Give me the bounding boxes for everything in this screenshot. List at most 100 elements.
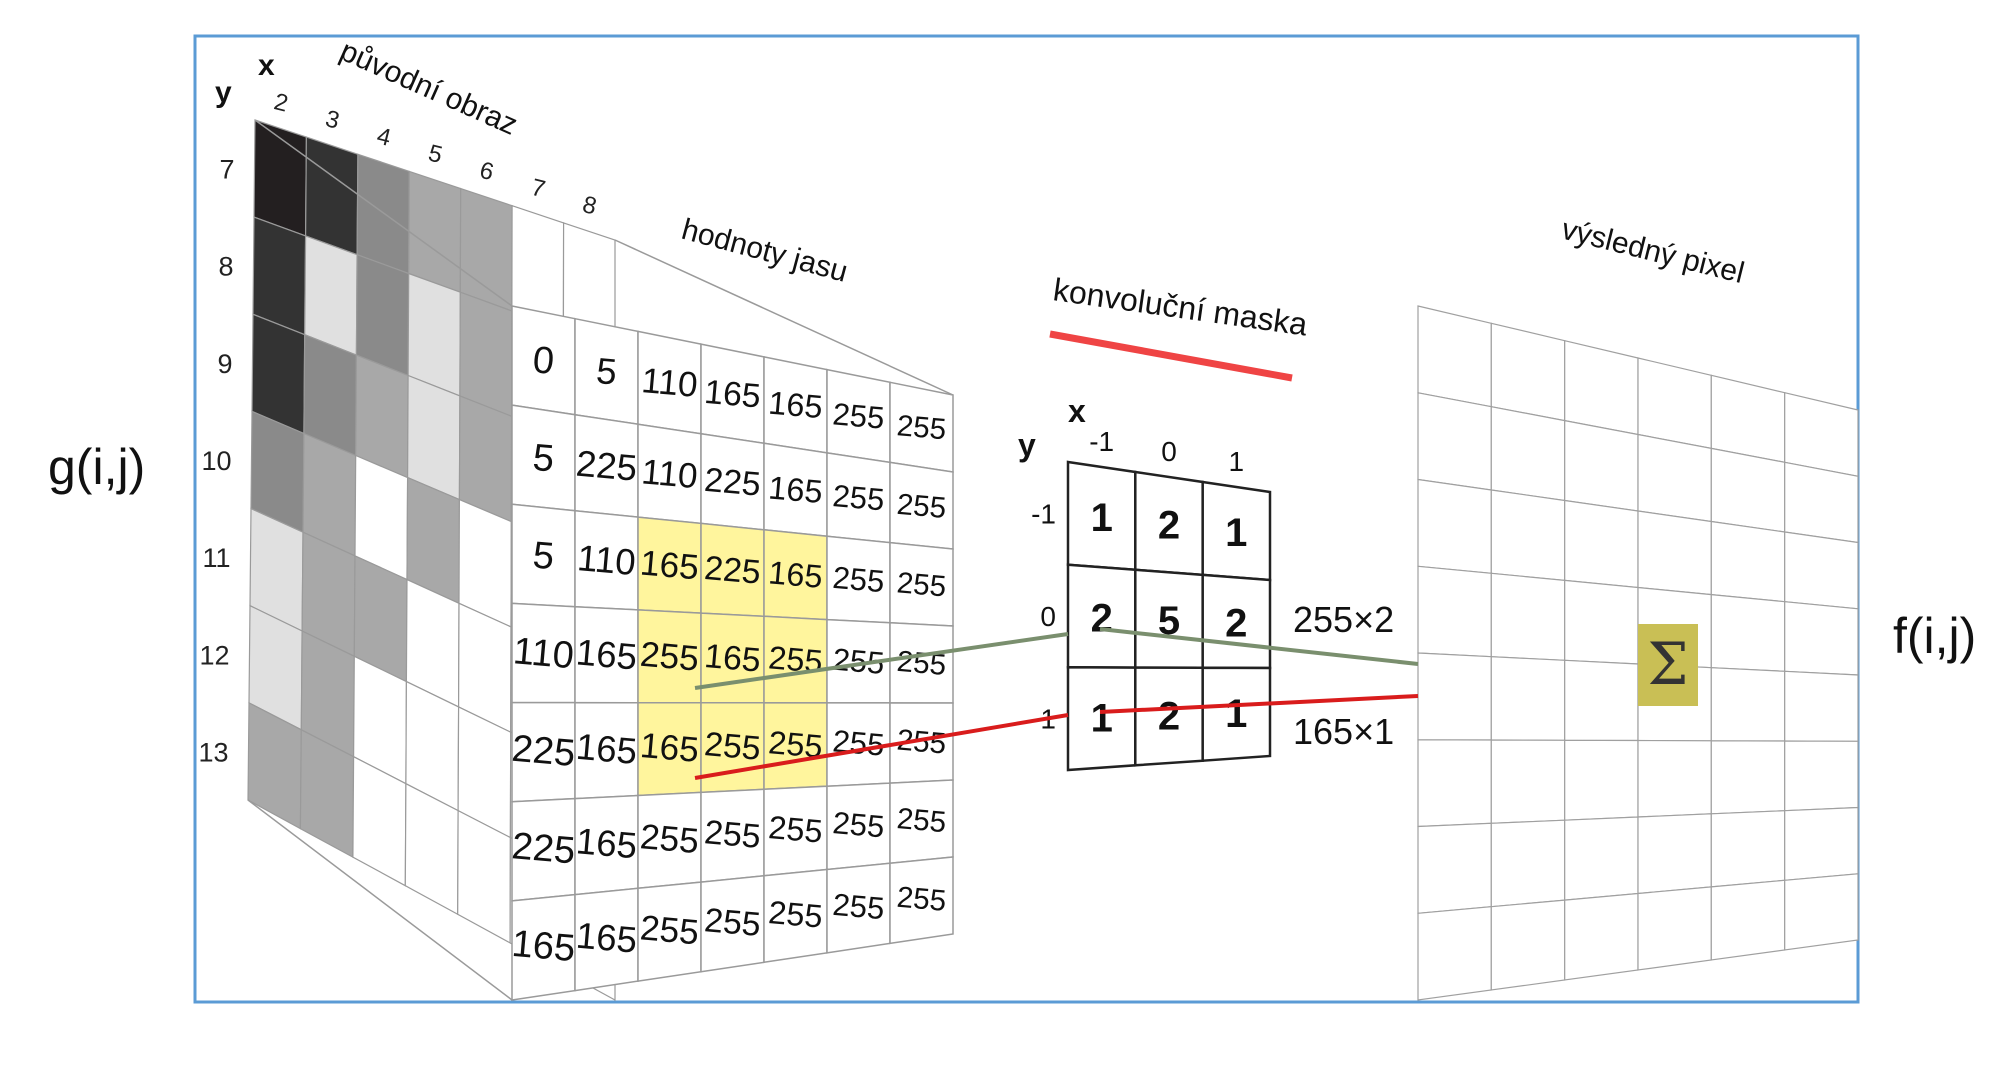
green-connection-line-1 [694, 632, 1069, 690]
brightness-value: 110 [640, 361, 699, 405]
original-x-tick: 3 [323, 105, 342, 134]
original-x-tick: 4 [374, 123, 393, 152]
mask-cell [1201, 666, 1272, 763]
original-x-tick: 8 [580, 191, 599, 220]
result-cell [1417, 478, 1492, 574]
mask-title: konvoluční maska [1051, 271, 1310, 342]
mask-weight: 2 [1225, 602, 1247, 646]
brightness-value: 165 [574, 915, 638, 961]
brightness-value: 165 [703, 373, 762, 416]
result-cell [1710, 447, 1786, 533]
original-x-tick: 6 [477, 157, 496, 186]
brightness-value: 165 [510, 923, 577, 970]
mask-weight: 2 [1158, 694, 1180, 738]
original-pixel [459, 291, 513, 418]
original-y-tick: 8 [218, 252, 233, 282]
result-cell [1417, 739, 1492, 828]
brightness-value: 255 [831, 478, 886, 517]
result-cell [1784, 670, 1859, 742]
original-y-tick: 13 [198, 737, 228, 767]
result-cell [1490, 405, 1566, 502]
original-x-tick: 2 [271, 88, 290, 117]
brightness-value: 165 [639, 726, 701, 770]
red-connection-line-2 [1099, 694, 1419, 714]
brightness-value: 225 [510, 728, 577, 775]
mask-x-tick: -1 [1089, 426, 1114, 457]
result-cell [1564, 339, 1639, 436]
result-cell [1784, 461, 1859, 544]
result-cell [1417, 565, 1492, 658]
result-cell [1490, 656, 1566, 741]
brightness-value: 5 [531, 534, 556, 578]
result-cell [1784, 601, 1859, 676]
original-x-tick: 5 [426, 140, 445, 169]
original-pixel [355, 253, 410, 377]
original-image-title: původní obraz [335, 34, 522, 141]
result-pixel-title: výsledný pixel [1558, 213, 1747, 290]
mask-weight: 1 [1091, 496, 1113, 540]
brightness-value: 255 [703, 813, 762, 856]
mask-x-tick: 1 [1229, 446, 1245, 477]
brightness-value: 255 [767, 809, 824, 850]
result-cell [1710, 593, 1786, 672]
brightness-value: 255 [831, 396, 886, 435]
brightness-value: 110 [576, 537, 638, 583]
brightness-value: 165 [767, 470, 824, 511]
brightness-value: 165 [703, 637, 762, 680]
brightness-value: 165 [574, 820, 638, 866]
mask-y-tick: 0 [1040, 601, 1056, 632]
original-pixel [304, 136, 359, 256]
brightness-value: 5 [531, 437, 556, 481]
result-cell [1490, 489, 1566, 582]
original-y-axis-letter: y [215, 76, 232, 109]
mask-x-axis-letter: x [1068, 393, 1086, 429]
result-cell [1710, 520, 1786, 603]
result-cell [1710, 810, 1786, 888]
result-cell [1564, 659, 1639, 742]
result-cell [1710, 667, 1786, 742]
original-y-tick: 10 [201, 446, 231, 476]
brightness-value: 255 [639, 817, 701, 861]
result-cell [1784, 873, 1859, 951]
brightness-value: 255 [703, 901, 762, 944]
brightness-value: 165 [574, 726, 638, 772]
brightness-value: 255 [895, 881, 947, 918]
result-cell [1637, 433, 1712, 523]
result-cell [1637, 886, 1712, 971]
result-cell [1637, 813, 1712, 895]
original-y-tick: 11 [202, 543, 230, 573]
result-cell [1490, 572, 1566, 661]
original-pixel [408, 170, 462, 294]
mask-x-tick: 0 [1161, 436, 1177, 467]
result-cell [1564, 419, 1639, 512]
red-connection-line-1 [694, 713, 1069, 780]
result-cell [1784, 806, 1859, 881]
mask-weight: 1 [1225, 511, 1247, 555]
brightness-value: 255 [831, 560, 886, 599]
result-cell [1417, 906, 1492, 1001]
layer-connector-lines [247, 119, 954, 1001]
brightness-value: 255 [895, 645, 947, 682]
connector-line-bottom [247, 799, 513, 1001]
brightness-value: 255 [639, 635, 701, 679]
brightness-value: 225 [574, 443, 638, 489]
result-cell [1637, 510, 1712, 596]
brightness-value: 255 [639, 908, 701, 952]
result-cell [1710, 879, 1786, 961]
sum-box [1638, 624, 1698, 706]
brightness-value: 225 [703, 549, 762, 592]
brightness-value: 225 [703, 461, 762, 504]
brightness-value: 0 [531, 339, 556, 383]
brightness-value: 255 [831, 723, 886, 762]
mask-y-axis-letter: y [1018, 427, 1036, 463]
brightness-value: 5 [595, 350, 619, 393]
mask-weight: 1 [1225, 692, 1247, 736]
original-pixel [407, 272, 461, 397]
result-cell [1564, 892, 1639, 981]
mask-weight: 1 [1091, 697, 1113, 741]
result-cell [1564, 739, 1639, 821]
brightness-value: 255 [895, 566, 947, 603]
original-image-axes: xy 2 3 4 5 6 7 8 7 8 9 10 11 12 13 [198, 49, 599, 767]
result-cell [1564, 499, 1639, 589]
